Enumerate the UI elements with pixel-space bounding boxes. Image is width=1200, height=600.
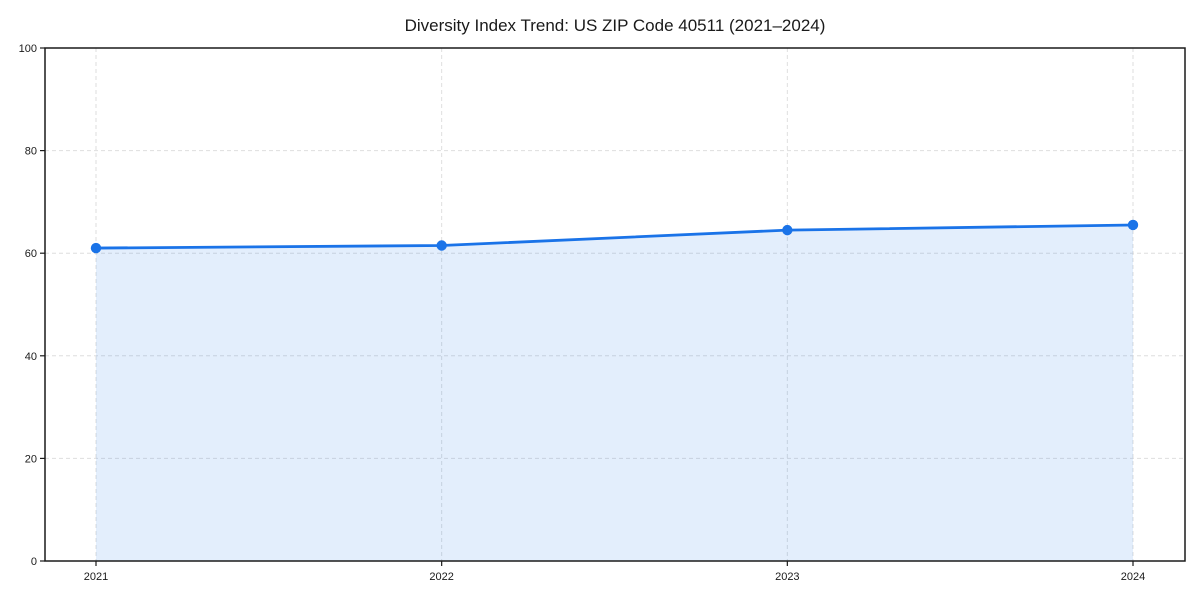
series-layer: [90, 219, 1139, 562]
data-point-2022: [436, 240, 447, 251]
y-tick-label-100: 100: [19, 43, 37, 55]
axis-layer: 0 20 40 60 80 100 2021 2022 2023 2024: [19, 43, 1186, 583]
data-point-2024: [1127, 219, 1139, 231]
x-tick-label-2022: 2022: [429, 571, 453, 583]
y-tick-label-60: 60: [25, 248, 37, 260]
grid-layer: [45, 48, 1185, 561]
y-tick-label-20: 20: [25, 453, 37, 465]
data-point-2021: [90, 242, 102, 254]
chart-title: Diversity Index Trend: US ZIP Code 40511…: [405, 16, 826, 35]
trend-line: [94, 223, 1135, 250]
plot-border: [44, 47, 1186, 562]
area-fill: [96, 224, 1133, 562]
y-tick-label-80: 80: [25, 146, 37, 158]
x-tick-label-2024: 2024: [1121, 571, 1145, 583]
data-point-2023: [782, 224, 793, 236]
x-tick-label-2023: 2023: [775, 571, 799, 583]
y-tick-label-40: 40: [25, 351, 37, 363]
x-tick-label-2021: 2021: [84, 571, 108, 583]
y-tick-label-0: 0: [31, 556, 37, 568]
